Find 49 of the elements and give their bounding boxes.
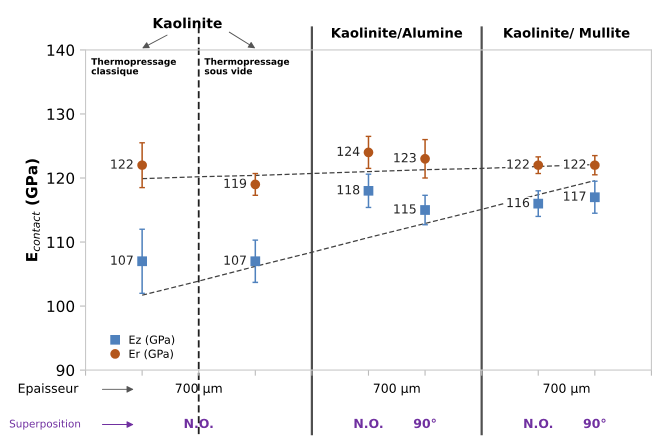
data-label: 122 (564, 159, 586, 169)
legend-label: Er (GPa) (130, 349, 173, 360)
point (420, 205, 430, 215)
data-label: 117 (564, 192, 586, 201)
text: 700 µm (374, 383, 420, 396)
point (590, 192, 600, 202)
point (137, 256, 147, 266)
text: Kaolinite (154, 18, 222, 28)
data-label: 107 (224, 255, 246, 265)
y-tick-label: 140 (48, 44, 74, 56)
data-label: 119 (224, 178, 246, 188)
text: N.O. (184, 418, 213, 428)
data-label: 122 (111, 159, 133, 169)
text: Superposition (10, 420, 80, 430)
data-label: 116 (507, 198, 530, 208)
point (137, 160, 147, 170)
text: Epaisseur (18, 383, 78, 396)
point (590, 160, 600, 170)
y-tick-label: 120 (48, 172, 74, 184)
data-label: 123 (394, 152, 416, 162)
point (533, 198, 544, 208)
text: 700 µm (544, 383, 590, 396)
point (250, 180, 260, 190)
line-series (142, 180, 596, 296)
y-tick-label: 90 (56, 364, 74, 376)
text: 90° (584, 418, 606, 428)
text: 700 µm (176, 383, 222, 396)
data-label: 124 (338, 146, 360, 156)
text: Kaolinite/Alumine (332, 28, 462, 39)
y-tick-label: 110 (48, 236, 74, 248)
annotation: Thermopressage classique (91, 58, 176, 76)
text: N.O. (524, 418, 552, 428)
point (364, 148, 374, 158)
annotation: Thermopressage sous vide (204, 58, 290, 74)
legend-label: Ez (GPa) (130, 335, 174, 346)
data-label: 122 (507, 159, 529, 169)
y-axis-title: E$_{contact}$ (GPa) (26, 159, 40, 261)
data-label: 107 (111, 255, 133, 265)
point (250, 256, 260, 266)
text: 90° (414, 418, 436, 428)
text: Kaolinite/ Mullite (504, 28, 630, 39)
text: N.O. (354, 418, 382, 428)
data-label: 118 (338, 184, 360, 194)
point (420, 154, 430, 164)
point (364, 186, 374, 196)
y-tick-label: 100 (48, 300, 74, 312)
y-tick-label: 130 (48, 108, 74, 120)
data-label: 115 (394, 204, 416, 214)
point (533, 160, 544, 170)
